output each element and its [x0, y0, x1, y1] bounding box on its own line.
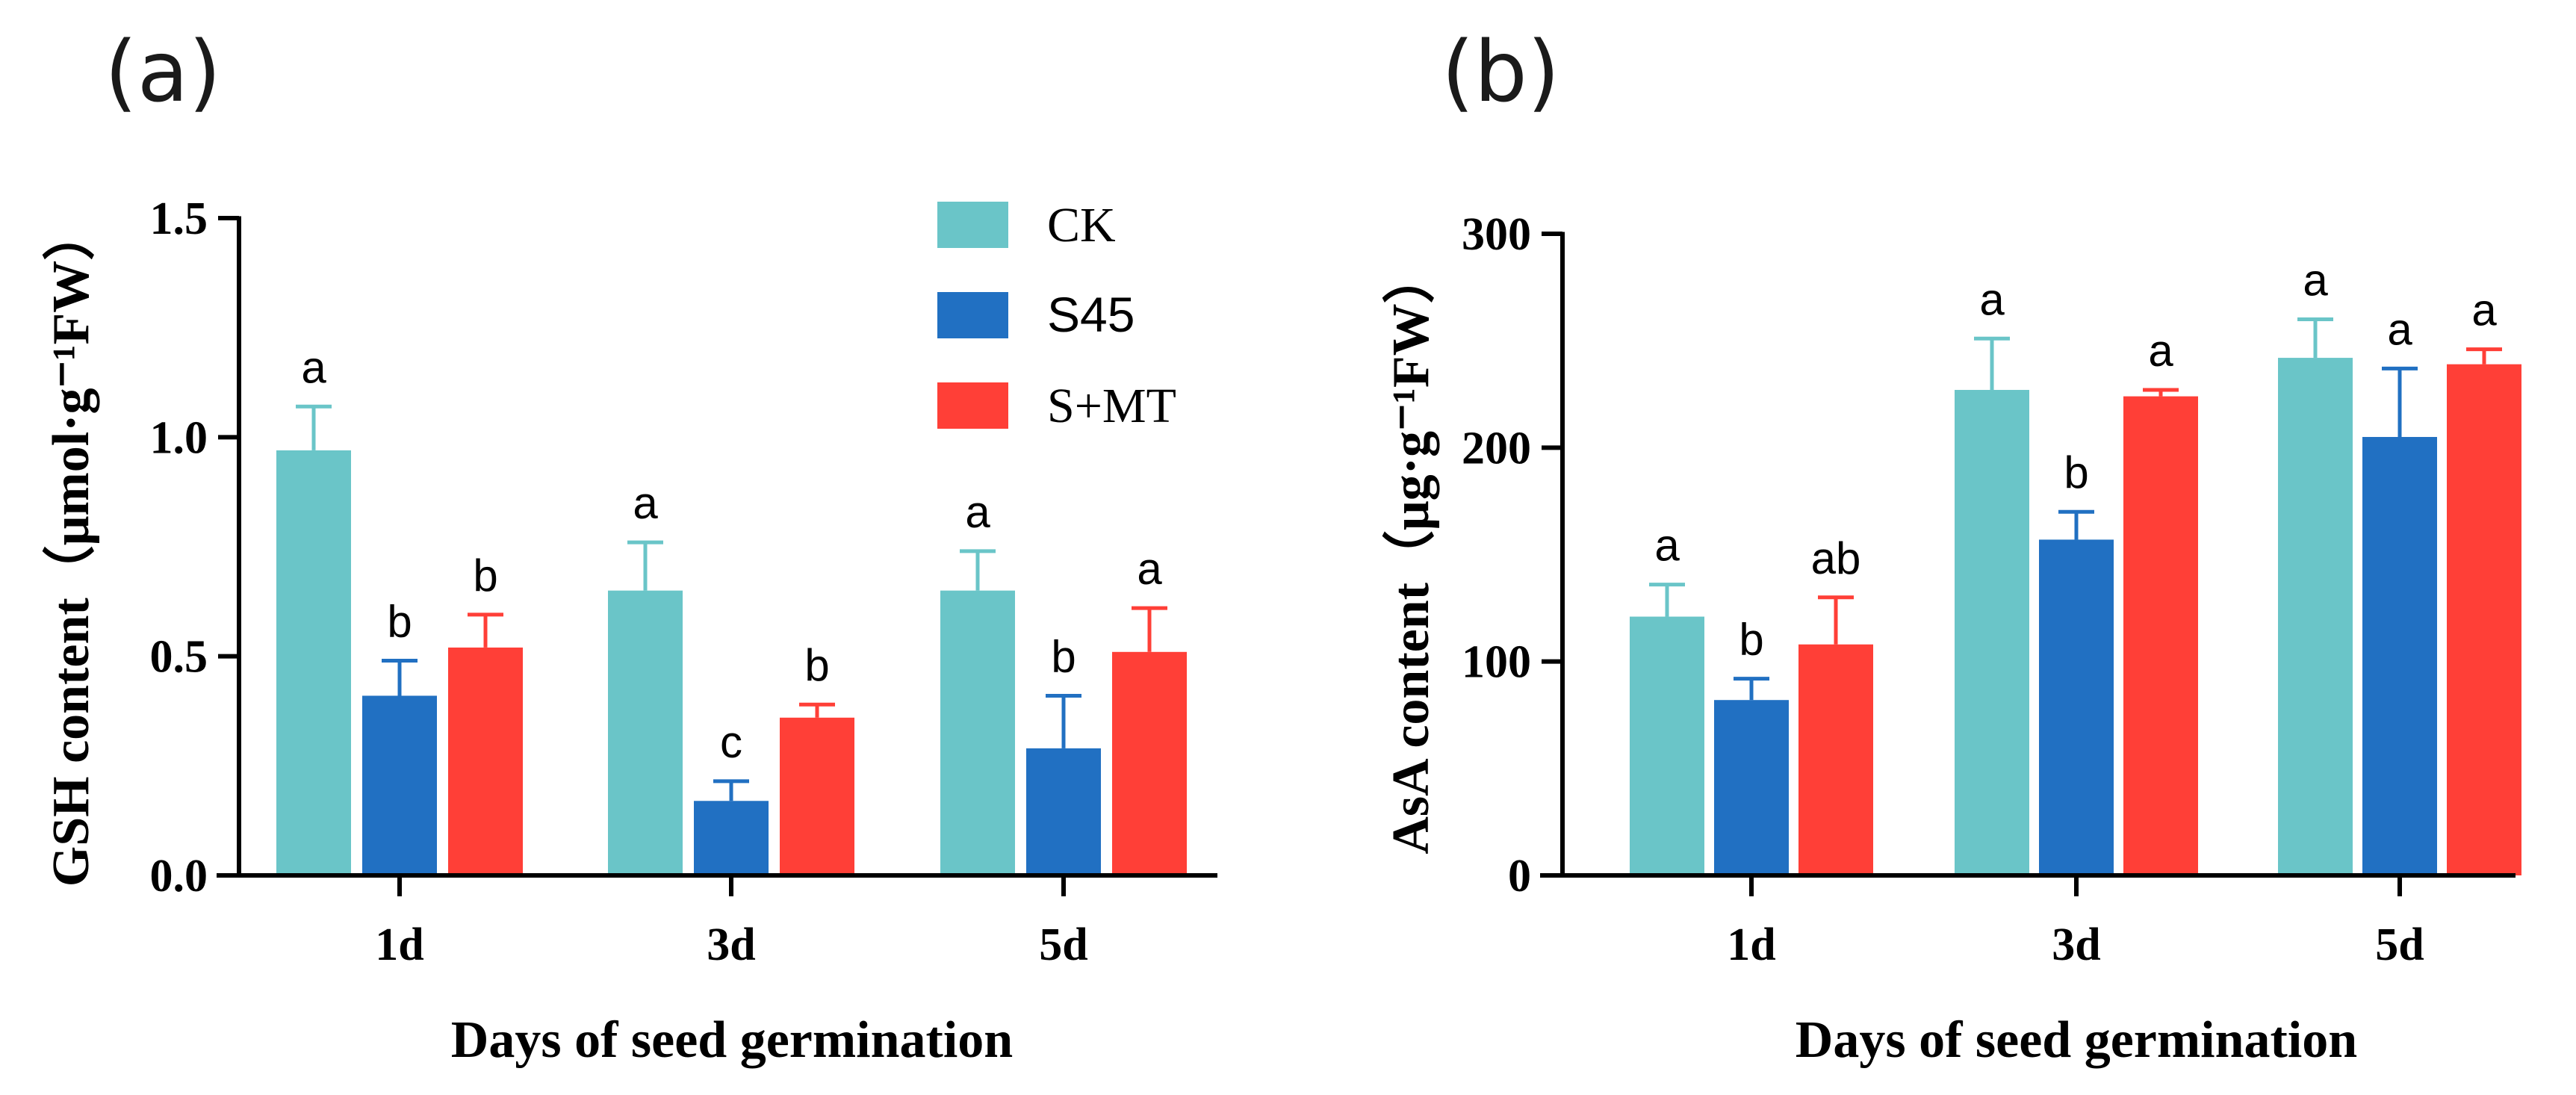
y-tick-label: 1.0	[150, 412, 208, 463]
axes-a: 0.0 0.5 1.0 1.5 1d 3d 5d	[150, 193, 1217, 970]
legend-label-smt: S+MT	[1047, 379, 1176, 433]
y-axis-title-b: AsA content（μg·g⁻¹FW）	[1382, 251, 1440, 854]
y-tick-label: 300	[1462, 209, 1531, 260]
panel-label-a: (a)	[105, 24, 221, 121]
bar-marks-a: a a a b c b b b a	[276, 342, 1187, 875]
significance-letter: b	[473, 550, 497, 601]
panel-label-b: (b)	[1441, 24, 1559, 121]
bar-s45-1d	[1714, 700, 1789, 875]
x-tick-label: 3d	[2052, 919, 2100, 970]
bar-ck-5d	[940, 590, 1015, 875]
significance-letter: a	[301, 342, 326, 392]
bar-smt-1d	[1798, 644, 1873, 875]
significance-letter: c	[720, 717, 742, 767]
bar-s45-1d	[362, 695, 437, 875]
significance-letter: ab	[1811, 533, 1861, 583]
significance-letter: a	[2148, 326, 2173, 376]
significance-letter: a	[2303, 255, 2328, 305]
bar-smt-3d	[2123, 396, 2198, 875]
axes-b: 0 100 200 300 1d 3d 5d	[1462, 209, 2516, 970]
significance-letter: a	[1979, 274, 2005, 324]
legend-swatch-smt	[937, 382, 1008, 429]
y-tick-label: 0.0	[150, 851, 208, 902]
bar-s45-5d	[1026, 748, 1101, 875]
x-axis-title-b: Days of seed germination	[1796, 1011, 2357, 1069]
bar-s45-5d	[2362, 437, 2437, 875]
bar-smt-1d	[448, 647, 523, 875]
legend-swatch-ck	[937, 202, 1008, 248]
x-tick-label: 1d	[375, 919, 423, 970]
x-tick-label: 5d	[2375, 919, 2424, 970]
x-axis-title-a: Days of seed germination	[451, 1011, 1013, 1069]
significance-letter: b	[2064, 447, 2088, 497]
bar-s45-3d	[694, 801, 769, 875]
y-tick-label: 0.5	[150, 632, 208, 683]
legend-label-ck: CK	[1047, 198, 1116, 252]
bar-ck-5d	[2278, 358, 2353, 875]
significance-letter: a	[2471, 285, 2497, 335]
y-tick-label: 1.5	[150, 193, 208, 244]
x-tick-label: 3d	[707, 919, 755, 970]
bar-smt-3d	[780, 717, 854, 875]
bar-smt-5d	[2447, 364, 2521, 875]
y-axis-title-a: GSH content（μmol·g⁻¹FW）	[42, 208, 100, 887]
bar-ck-3d	[1955, 390, 2029, 875]
bar-smt-5d	[1112, 651, 1187, 875]
bar-s45-3d	[2039, 539, 2114, 875]
legend-swatch-s45	[937, 292, 1008, 338]
panel-a: (a) GSH content（μmol·g⁻¹FW） Days of seed…	[42, 24, 1217, 1069]
significance-letter: a	[2387, 304, 2412, 354]
significance-letter: a	[1654, 521, 1680, 571]
significance-letter: b	[1739, 615, 1763, 665]
significance-letter: b	[387, 597, 412, 647]
bar-ck-1d	[276, 450, 351, 875]
x-tick-label: 1d	[1727, 919, 1775, 970]
y-tick-label: 0	[1508, 851, 1531, 902]
significance-letter: b	[804, 640, 829, 690]
significance-letter: a	[1137, 544, 1162, 594]
y-tick-label: 200	[1462, 423, 1531, 474]
x-tick-label: 5d	[1039, 919, 1087, 970]
significance-letter: a	[633, 478, 658, 528]
significance-letter: a	[965, 487, 990, 537]
bar-ck-1d	[1630, 616, 1704, 875]
bar-ck-3d	[608, 590, 683, 875]
legend-label-s45: S45	[1047, 287, 1135, 342]
significance-letter: b	[1051, 631, 1076, 681]
panel-b: (b) AsA content（μg·g⁻¹FW） Days of seed g…	[1382, 24, 2521, 1069]
legend: CK S45 S+MT	[937, 198, 1176, 433]
y-tick-label: 100	[1462, 637, 1531, 688]
